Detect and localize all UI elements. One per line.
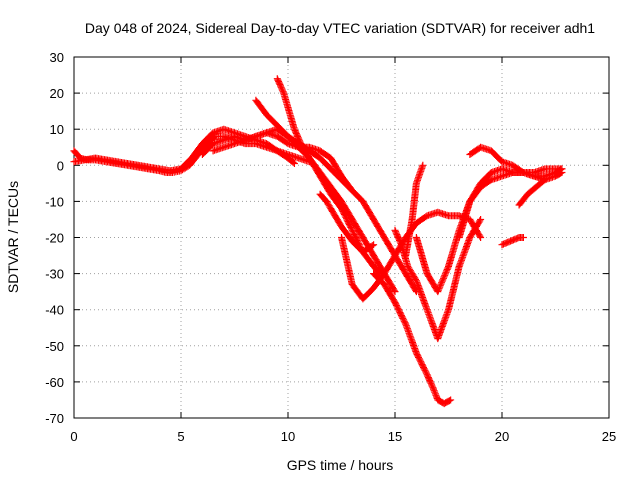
x-tick-label: 5: [177, 429, 184, 444]
y-tick-label: -60: [45, 375, 64, 390]
y-tick-label: -70: [45, 411, 64, 426]
y-tick-label: 0: [57, 158, 64, 173]
chart-title: Day 048 of 2024, Sidereal Day-to-day VTE…: [85, 20, 595, 36]
x-tick-label: 20: [495, 429, 509, 444]
series-marks: [402, 161, 427, 259]
x-tick-label: 25: [602, 429, 616, 444]
series-marks: [370, 270, 455, 408]
y-tick-label: -20: [45, 231, 64, 246]
series-marks: [252, 96, 420, 296]
y-tick-label: 20: [50, 86, 64, 101]
series-s4: [209, 125, 384, 278]
x-axis-label: GPS time / hours: [287, 457, 394, 473]
y-tick-label: -40: [45, 303, 64, 318]
data-marks: [70, 75, 566, 408]
x-tick-label: 15: [388, 429, 402, 444]
series-marks: [515, 169, 566, 209]
series-s7: [316, 190, 378, 256]
series-s11: [402, 161, 427, 259]
series-marks: [273, 75, 399, 296]
y-tick-label: -50: [45, 339, 64, 354]
y-tick-label: 30: [50, 50, 64, 65]
series-s5: [273, 75, 399, 296]
y-tick-label: -10: [45, 194, 64, 209]
y-tick-label: -30: [45, 267, 64, 282]
ticks: [73, 56, 610, 419]
series-s16: [498, 234, 527, 249]
x-tick-label: 10: [281, 429, 295, 444]
x-tick-label: 0: [70, 429, 77, 444]
series-marks: [498, 234, 527, 249]
series-marks: [70, 125, 298, 175]
series-s15: [515, 169, 566, 209]
series-s9: [370, 270, 455, 408]
series-marks: [209, 125, 384, 278]
y-axis-label: SDTVAR / TECUs: [5, 181, 21, 293]
series-s14: [466, 143, 549, 184]
tick-labels: 30 20 10 0 -10 -20 -30 -40 -50 -60 -70 0 5 10 15 20 25: [45, 50, 616, 444]
series-marks: [316, 190, 378, 256]
series-s6: [252, 96, 420, 296]
series-marks: [466, 143, 549, 184]
y-tick-label: 10: [50, 122, 64, 137]
series-s2: [70, 125, 298, 175]
